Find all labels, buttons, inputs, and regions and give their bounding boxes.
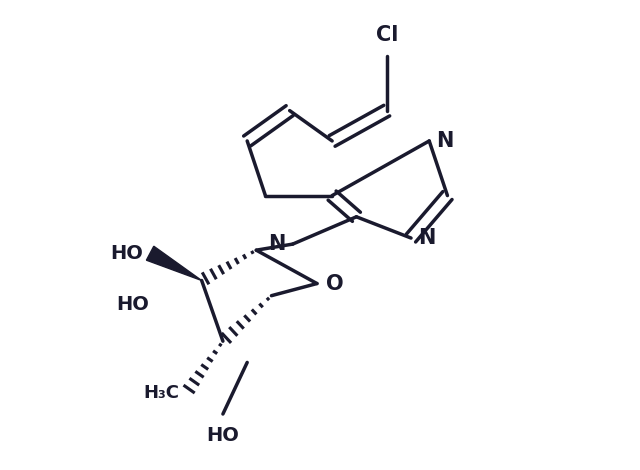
Text: N: N (268, 234, 285, 254)
Text: HO: HO (207, 426, 239, 445)
Polygon shape (147, 246, 202, 281)
Text: O: O (326, 274, 344, 294)
Text: HO: HO (110, 244, 143, 263)
Text: N: N (436, 131, 454, 151)
Text: HO: HO (116, 295, 149, 314)
Text: N: N (419, 228, 436, 248)
Text: H₃C: H₃C (143, 384, 179, 402)
Text: Cl: Cl (376, 25, 398, 45)
